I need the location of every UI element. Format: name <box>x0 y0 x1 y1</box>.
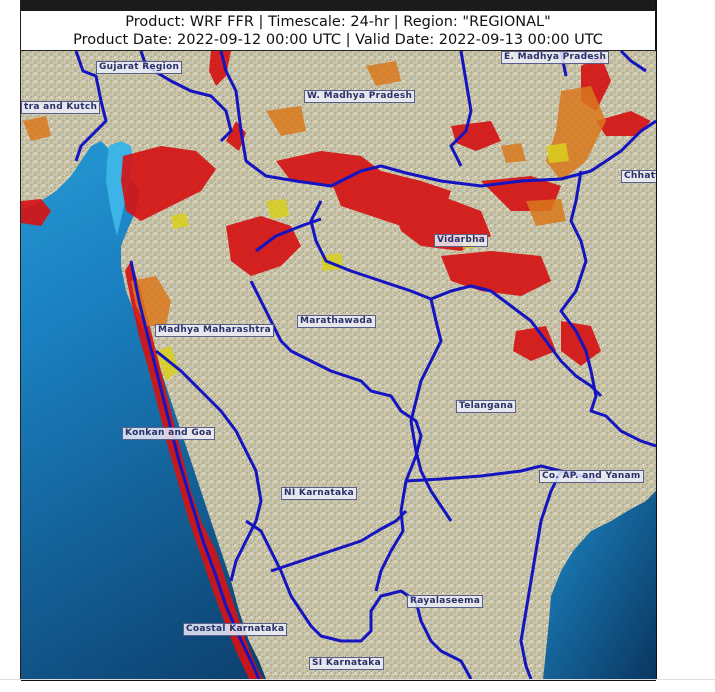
label-telangana: Telangana <box>456 400 517 413</box>
label-konkan-goa: Konkan and Goa <box>122 427 215 440</box>
label-coastal-ap-yanam: Co. AP. and Yanam <box>539 470 644 483</box>
top-dark-bar <box>21 0 655 11</box>
label-madhya-maharashtra: Madhya Maharashtra <box>155 324 274 337</box>
subdivision-boundaries <box>74 51 656 679</box>
figure-frame: Product: WRF FFR | Timescale: 24-hr | Re… <box>20 0 657 681</box>
label-si-karnataka: SI Karnataka <box>309 657 384 670</box>
page-bottom-divider <box>0 679 715 680</box>
header-line-product: Product: WRF FFR | Timescale: 24-hr | Re… <box>125 14 551 30</box>
label-coastal-karnataka: Coastal Karnataka <box>183 623 288 636</box>
label-e-madhya-pradesh: E. Madhya Pradesh <box>501 51 610 64</box>
label-saurashtra-kutch: tra and Kutch <box>21 101 101 114</box>
flood-risk-low <box>156 143 569 381</box>
product-header: Product: WRF FFR | Timescale: 24-hr | Re… <box>21 11 655 50</box>
label-w-madhya-pradesh: W. Madhya Pradesh <box>304 90 416 103</box>
map-canvas <box>21 51 656 679</box>
label-chhattisgarh: Chhatt <box>621 170 656 183</box>
label-marathawada: Marathawada <box>297 315 376 328</box>
land-mass <box>21 51 656 679</box>
header-line-dates: Product Date: 2022-09-12 00:00 UTC | Val… <box>73 32 603 48</box>
label-rayalaseema: Rayalaseema <box>407 595 484 608</box>
label-ni-karnataka: NI Karnataka <box>281 487 358 500</box>
label-vidarbha: Vidarbha <box>434 234 489 247</box>
label-gujarat-region: Gujarat Region <box>96 61 183 74</box>
flash-flood-risk-map[interactable]: Gujarat Region tra and Kutch W. Madhya P… <box>21 50 656 681</box>
